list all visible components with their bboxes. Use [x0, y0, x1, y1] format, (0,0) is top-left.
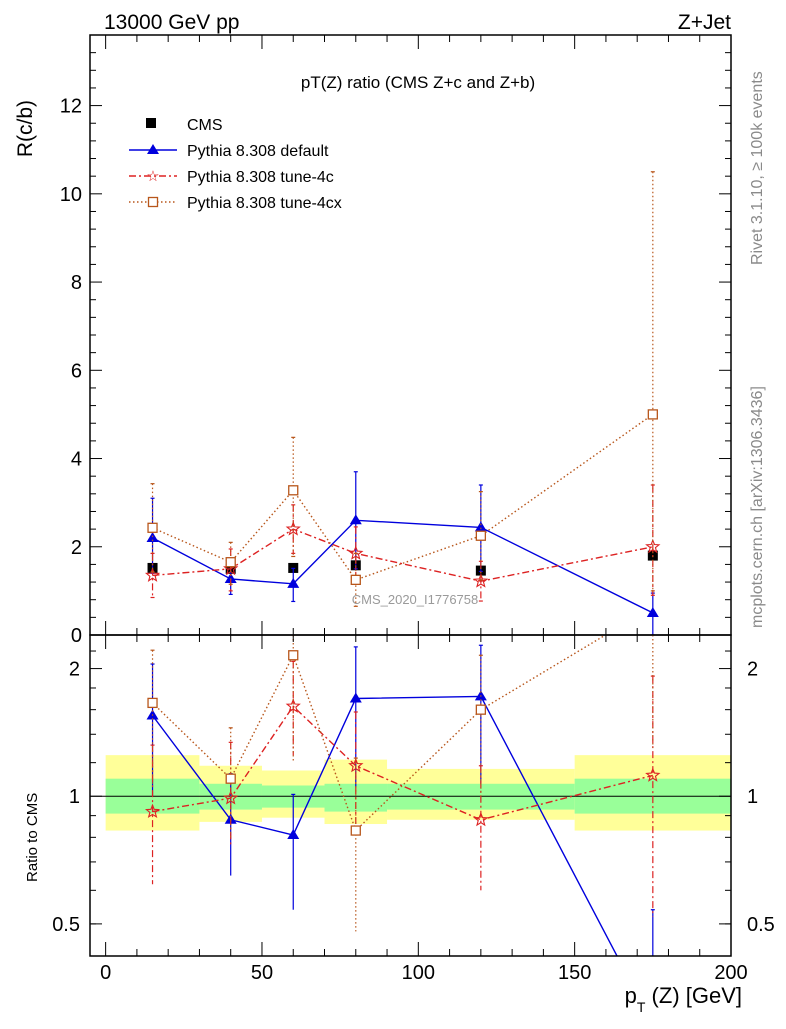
ratio-tick-label-right: 0.5	[747, 914, 775, 936]
data-point	[474, 521, 487, 532]
x-axis-label: pT (Z) [GeV]	[625, 983, 742, 1015]
ratio-tick-label-left: 2	[69, 659, 80, 681]
legend-label-tune-4cx: Pythia 8.308 tune-4cx	[187, 195, 342, 212]
ratio-data-point	[144, 803, 161, 819]
series-pythia-8-308-tune-4c	[144, 484, 661, 602]
legend-marker-default	[147, 144, 159, 154]
ratio-data-point	[285, 698, 301, 713]
y-axis-label: R(c/b)	[14, 100, 37, 157]
ratio-data-point	[349, 692, 362, 703]
x-tick-label: 100	[402, 962, 435, 984]
main-plot-title: pT(Z) ratio (CMS Z+c and Z+b)	[301, 73, 535, 92]
x-tick-label: 0	[100, 962, 111, 984]
ratio-y-axis-label: Ratio to CMS	[24, 793, 41, 882]
x-tick-label: 150	[558, 962, 591, 984]
data-point	[224, 572, 237, 583]
data-point	[225, 557, 236, 568]
ratio-data-point	[225, 773, 236, 784]
x-axis-label-rest: (Z) [GeV]	[645, 983, 742, 1008]
ratio-data-point	[645, 767, 661, 782]
ratio-series-line	[152, 635, 607, 832]
ratio-tick-label-right: 2	[747, 659, 758, 681]
ratio-data-point	[473, 811, 489, 827]
data-point	[647, 409, 658, 420]
data-point	[350, 574, 361, 586]
legend-label-tune-4c: Pythia 8.308 tune-4c	[187, 169, 334, 186]
ratio-data-point	[350, 825, 361, 836]
series-cms	[147, 550, 658, 576]
series-line	[152, 413, 654, 581]
ratio-data-point	[288, 650, 299, 661]
collision-energy-label: 13000 GeV pp	[104, 11, 239, 34]
y-tick-label: 10	[60, 184, 82, 206]
series-line	[152, 528, 653, 582]
data-point	[285, 521, 301, 536]
data-point	[645, 538, 661, 554]
x-axis-label-subscript: T	[637, 999, 646, 1015]
series-pythia-8-308-tune-4cx	[147, 171, 658, 607]
ratio-panel: Ratio to CMS 0.5 0.5 1 1 2 2	[24, 634, 775, 957]
process-label: Z+Jet	[678, 11, 731, 34]
ratio-plot-frame	[89, 634, 732, 957]
data-point	[646, 606, 659, 617]
main-panel: pT(Z) ratio (CMS Z+c and Z+b) R(c/b) CMS…	[14, 34, 732, 647]
ratio-tick-label-left: 0.5	[52, 914, 80, 936]
y-tick-label: 8	[71, 272, 82, 294]
y-tick-label: 2	[71, 537, 82, 559]
series-line	[152, 519, 654, 614]
legend: CMS Pythia 8.308 default ☆ Pythia 8.308 …	[129, 117, 342, 212]
x-axis-label-p: p	[625, 983, 637, 1008]
ratio-series-line	[152, 705, 653, 821]
data-point	[287, 577, 300, 588]
analysis-watermark: CMS_2020_I1776758	[352, 592, 479, 607]
ratio-data-point	[475, 704, 487, 715]
ratio-tick-label-left: 1	[69, 786, 80, 808]
ratio-series-line	[151, 695, 618, 956]
ratio-series-pythia-8-308-tune-4cx	[147, 635, 655, 932]
data-point	[144, 567, 161, 582]
legend-label-cms: CMS	[187, 117, 223, 134]
y-tick-label: 4	[71, 449, 82, 471]
y-tick-label: 12	[60, 96, 82, 118]
x-axis: 0 50 100 150 200	[100, 35, 748, 984]
ratio-data-point	[147, 697, 158, 709]
data-point	[349, 514, 362, 525]
data-point	[147, 522, 158, 533]
rivet-version-label: Rivet 3.1.10, ≥ 100k events	[749, 71, 766, 265]
legend-marker-cms	[146, 118, 156, 128]
x-tick-label: 50	[251, 962, 273, 984]
legend-marker-tune-4cx	[147, 196, 159, 208]
y-tick-label: 0	[71, 625, 82, 647]
data-point	[348, 545, 364, 560]
ratio-data-point	[348, 757, 364, 773]
data-point	[473, 573, 489, 588]
ratio-data-point	[287, 829, 300, 840]
series-pythia-8-308-default	[146, 471, 659, 635]
legend-label-default: Pythia 8.308 default	[187, 143, 329, 160]
x-tick-label: 200	[714, 962, 747, 984]
mcplots-reference-label: mcplots.cern.ch [arXiv:1306.3436]	[749, 386, 766, 628]
legend-marker-tune-4c: ☆	[146, 168, 159, 185]
ratio-tick-label-right: 1	[747, 786, 758, 808]
data-point	[475, 530, 487, 541]
y-tick-label: 6	[71, 360, 82, 382]
data-point	[288, 485, 299, 496]
